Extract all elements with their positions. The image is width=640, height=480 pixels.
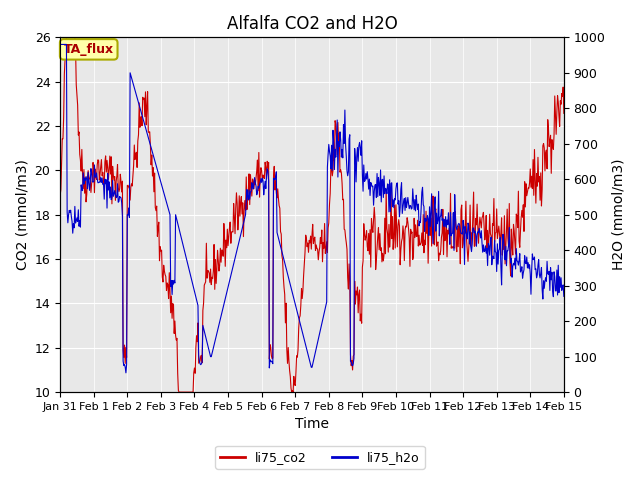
Y-axis label: CO2 (mmol/m3): CO2 (mmol/m3) [15,159,29,270]
Text: TA_flux: TA_flux [63,43,114,56]
Legend: li75_co2, li75_h2o: li75_co2, li75_h2o [215,446,425,469]
Line: li75_co2: li75_co2 [60,37,564,392]
Line: li75_h2o: li75_h2o [60,45,564,373]
X-axis label: Time: Time [295,418,329,432]
Y-axis label: H2O (mmol/m3): H2O (mmol/m3) [611,159,625,270]
Title: Alfalfa CO2 and H2O: Alfalfa CO2 and H2O [227,15,397,33]
